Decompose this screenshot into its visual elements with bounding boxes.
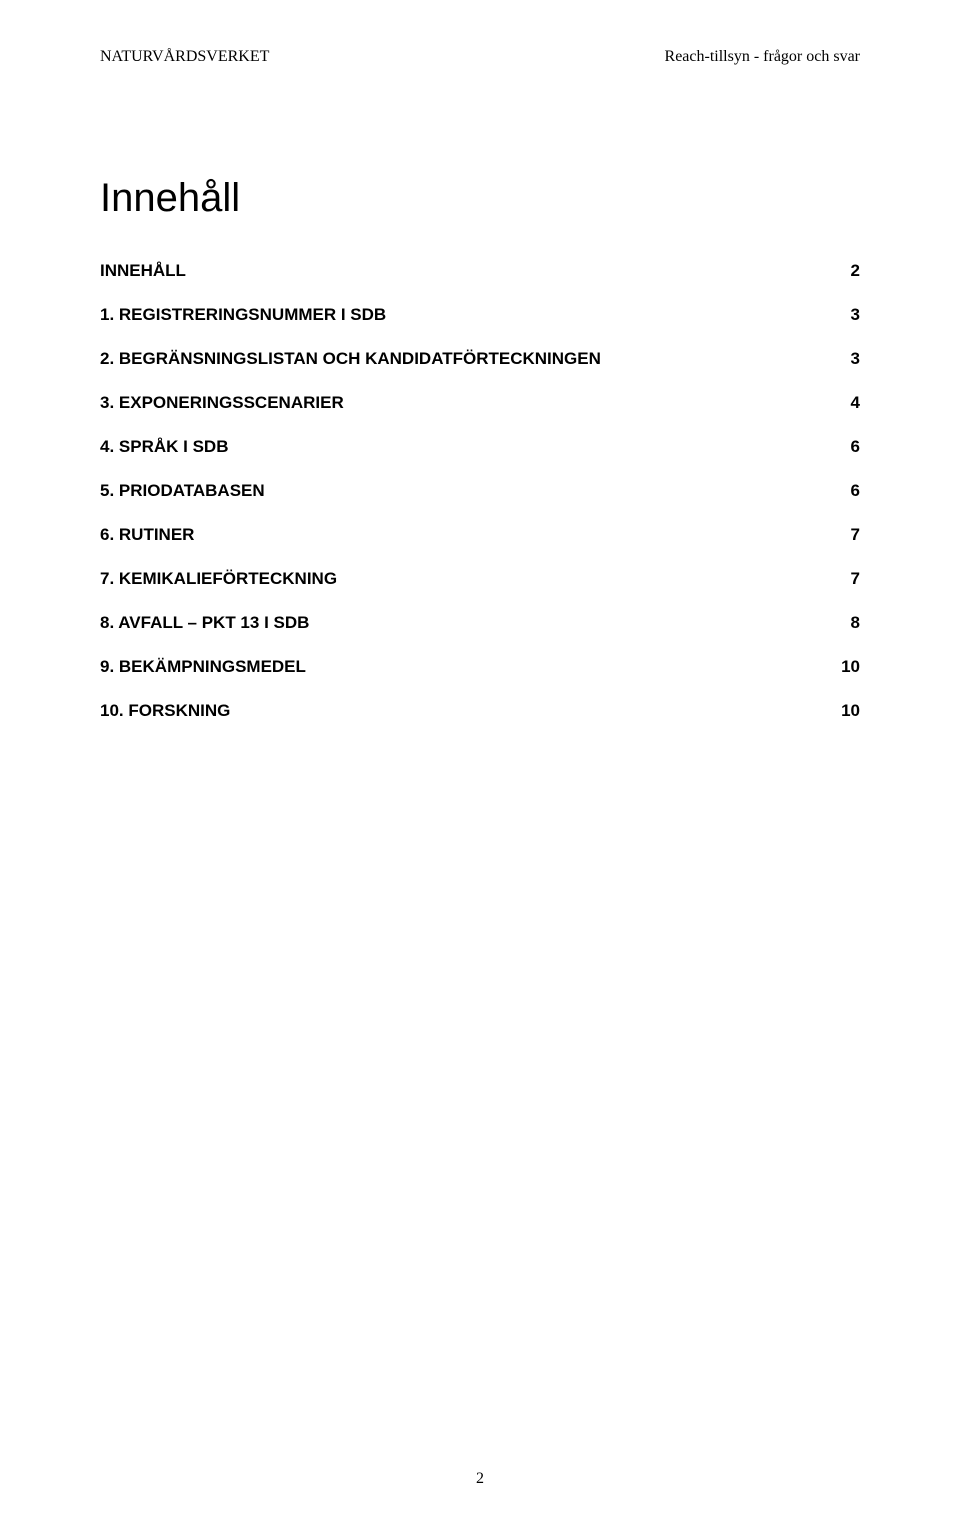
toc-entry: 10. FORSKNING 10 <box>100 701 860 721</box>
toc-label: 4. SPRÅK I SDB <box>100 437 820 457</box>
toc-page-number: 7 <box>820 525 860 545</box>
toc-page-number: 10 <box>820 701 860 721</box>
toc-entry: 5. PRIODATABASEN 6 <box>100 481 860 501</box>
toc-page-number: 6 <box>820 481 860 501</box>
toc-label: INNEHÅLL <box>100 261 820 281</box>
toc-label: 1. REGISTRERINGSNUMMER I SDB <box>100 305 820 325</box>
toc-label: 8. AVFALL – PKT 13 I SDB <box>100 613 820 633</box>
toc-label: 6. RUTINER <box>100 525 820 545</box>
toc-label: 2. BEGRÄNSNINGSLISTAN OCH KANDIDATFÖRTEC… <box>100 349 820 369</box>
toc-page-number: 8 <box>820 613 860 633</box>
toc-entry: INNEHÅLL 2 <box>100 261 860 281</box>
toc-page-number: 7 <box>820 569 860 589</box>
header-right-title: Reach-tillsyn - frågor och svar <box>665 48 860 66</box>
toc-entry: 4. SPRÅK I SDB 6 <box>100 437 860 457</box>
toc-entry: 8. AVFALL – PKT 13 I SDB 8 <box>100 613 860 633</box>
toc-entry: 1. REGISTRERINGSNUMMER I SDB 3 <box>100 305 860 325</box>
toc-page-number: 3 <box>820 349 860 369</box>
toc-page-number: 3 <box>820 305 860 325</box>
toc-label: 7. KEMIKALIEFÖRTECKNING <box>100 569 820 589</box>
toc-label: 3. EXPONERINGSSCENARIER <box>100 393 820 413</box>
page-header: NATURVÅRDSVERKET Reach-tillsyn - frågor … <box>100 48 860 66</box>
toc-page-number: 10 <box>820 657 860 677</box>
toc-entry: 2. BEGRÄNSNINGSLISTAN OCH KANDIDATFÖRTEC… <box>100 349 860 369</box>
header-left-org: NATURVÅRDSVERKET <box>100 48 269 66</box>
toc-entry: 9. BEKÄMPNINGSMEDEL 10 <box>100 657 860 677</box>
toc-page-number: 4 <box>820 393 860 413</box>
page-number: 2 <box>476 1470 484 1488</box>
toc-label: 10. FORSKNING <box>100 701 820 721</box>
toc-page-number: 6 <box>820 437 860 457</box>
toc-page-number: 2 <box>820 261 860 281</box>
toc-entry: 6. RUTINER 7 <box>100 525 860 545</box>
toc-label: 5. PRIODATABASEN <box>100 481 820 501</box>
toc-label: 9. BEKÄMPNINGSMEDEL <box>100 657 820 677</box>
toc-entry: 3. EXPONERINGSSCENARIER 4 <box>100 393 860 413</box>
toc-entry: 7. KEMIKALIEFÖRTECKNING 7 <box>100 569 860 589</box>
page-title: Innehåll <box>100 176 860 221</box>
table-of-contents: INNEHÅLL 2 1. REGISTRERINGSNUMMER I SDB … <box>100 261 860 721</box>
